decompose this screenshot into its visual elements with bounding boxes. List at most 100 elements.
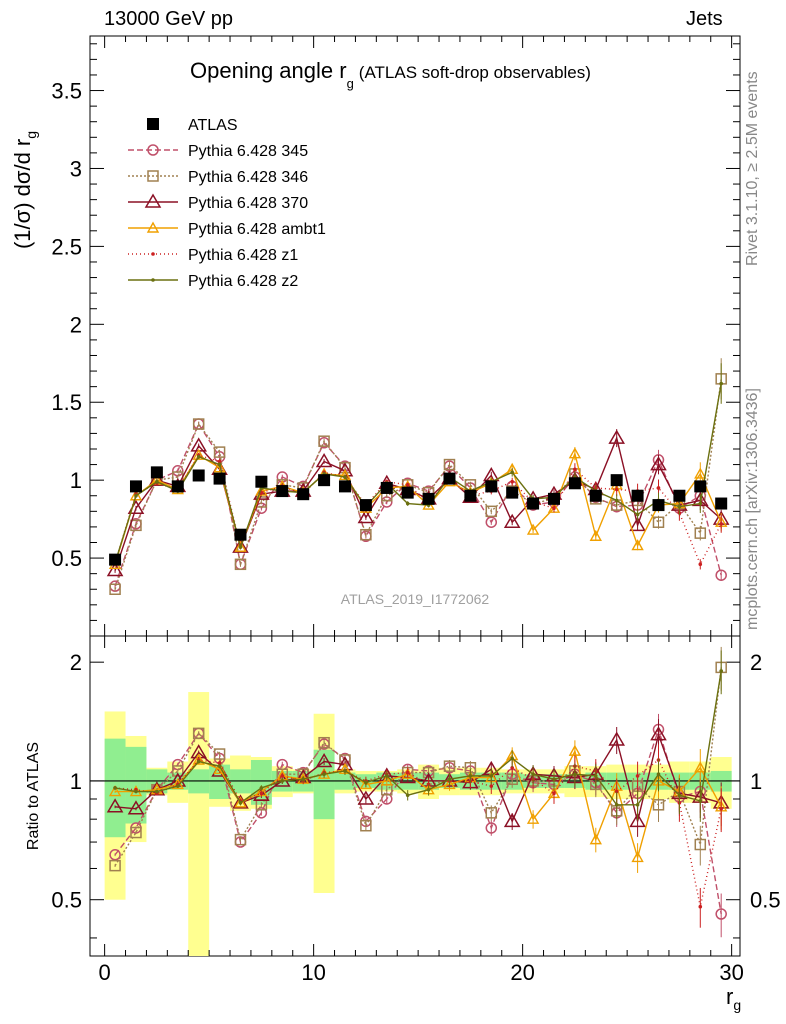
ratio-point-pythia-6-428-z2-23 bbox=[593, 774, 598, 778]
main-point-pythia-6-428-z2-27 bbox=[677, 504, 682, 509]
ratio-point-pythia-6-428-z2-7 bbox=[259, 786, 264, 790]
analysis-watermark: ATLAS_2019_I1772062 bbox=[341, 591, 490, 607]
ratio-point-pythia-6-428-ambt1-25 bbox=[631, 850, 644, 863]
ratio-point-pythia-6-428-z1-7 bbox=[259, 791, 264, 796]
main-point-pythia-6-428-ambt1-28 bbox=[694, 467, 707, 479]
ratio-point-pythia-6-428-346-10 bbox=[318, 736, 330, 749]
ratio-point-pythia-6-428-z2-12 bbox=[364, 780, 368, 785]
ratio-point-pythia-6-428-z2-2 bbox=[155, 789, 159, 794]
ratio-point-pythia-6-428-346-3 bbox=[172, 765, 184, 777]
main-point-atlas-21 bbox=[547, 492, 560, 505]
header-right-label: Jets bbox=[686, 8, 723, 30]
main-point-pythia-6-428-346-16 bbox=[443, 458, 456, 471]
ratio-point-pythia-6-428-z2-5 bbox=[217, 764, 222, 768]
main-y-tick-label-1: 1 bbox=[70, 468, 82, 493]
ratio-point-pythia-6-428-346-18 bbox=[485, 807, 498, 819]
ratio-point-pythia-6-428-z1-18 bbox=[489, 784, 494, 788]
ratio-point-pythia-6-428-z1-19 bbox=[510, 765, 514, 770]
ratio-point-pythia-6-428-z1-29 bbox=[719, 806, 723, 811]
ratio-point-pythia-6-428-370-0 bbox=[106, 798, 124, 813]
main-point-pythia-6-428-z2-25 bbox=[635, 512, 640, 517]
legend-label-pythia-6-428-ambt1: Pythia 6.428 ambt1 bbox=[188, 221, 326, 238]
ratio-point-pythia-6-428-z2-11 bbox=[343, 769, 347, 773]
main-point-pythia-6-428-370-12 bbox=[357, 509, 375, 524]
ratio-point-pythia-6-428-z1-25 bbox=[635, 774, 640, 778]
chart-title-subscript: g bbox=[347, 76, 354, 91]
ratio-point-pythia-6-428-z2-27 bbox=[677, 793, 682, 798]
ratio-point-pythia-6-428-z2-6 bbox=[238, 801, 243, 805]
main-point-atlas-13 bbox=[380, 481, 393, 494]
ratio-point-pythia-6-428-z2-8 bbox=[280, 779, 285, 783]
main-point-pythia-6-428-z1-22 bbox=[573, 467, 577, 472]
ratio-point-pythia-6-428-z2-16 bbox=[447, 777, 452, 782]
main-point-pythia-6-428-346-0 bbox=[109, 583, 121, 595]
legend: ATLAS Pythia 6.428 345 Pythia 6.428 346 Pyt… bbox=[128, 117, 326, 290]
legend-marker-pythia-6-428-370 bbox=[144, 193, 162, 208]
main-point-pythia-6-428-370-10 bbox=[315, 452, 333, 468]
ratio-point-pythia-6-428-370-4 bbox=[190, 744, 207, 759]
ratio-point-pythia-6-428-z2-0 bbox=[113, 786, 117, 790]
legend-marker-pythia-6-428-z2 bbox=[151, 278, 155, 282]
main-point-pythia-6-428-ambt1-23 bbox=[589, 529, 602, 541]
main-point-atlas-14 bbox=[401, 486, 414, 499]
ratio-y-tick-label-left-2: 2 bbox=[70, 650, 82, 675]
ratio-point-pythia-6-428-z1-8 bbox=[280, 774, 285, 778]
legend-marker-atlas bbox=[147, 118, 159, 130]
data-series bbox=[106, 358, 730, 938]
main-point-atlas-1 bbox=[129, 480, 142, 493]
x-tick-label-30: 30 bbox=[719, 960, 743, 985]
ratio-point-pythia-6-428-ambt1-13 bbox=[380, 774, 393, 786]
ratio-point-pythia-6-428-345-7 bbox=[255, 807, 268, 819]
main-point-pythia-6-428-346-5 bbox=[213, 446, 226, 458]
main-point-pythia-6-428-z2-24 bbox=[614, 498, 619, 503]
main-point-pythia-6-428-z2-4 bbox=[196, 454, 201, 459]
main-point-atlas-11 bbox=[338, 480, 351, 493]
ratio-point-pythia-6-428-z2-9 bbox=[301, 777, 305, 782]
ratio-point-pythia-6-428-z2-29 bbox=[719, 669, 723, 673]
main-point-pythia-6-428-370-6 bbox=[232, 538, 249, 553]
chart-title: Opening angle rg(ATLAS soft-drop observa… bbox=[190, 58, 591, 91]
main-point-pythia-6-428-345-18 bbox=[485, 516, 498, 528]
main-point-atlas-12 bbox=[359, 499, 372, 512]
ratio-point-pythia-6-428-346-26 bbox=[652, 799, 665, 811]
ratio-point-pythia-6-428-z2-19 bbox=[510, 756, 514, 761]
ratio-y-tick-label-right-0.5: 0.5 bbox=[750, 888, 781, 913]
ratio-point-pythia-6-428-z1-21 bbox=[552, 791, 556, 796]
main-point-atlas-26 bbox=[652, 499, 665, 512]
ratio-point-pythia-6-428-z1-5 bbox=[217, 761, 222, 765]
main-point-pythia-6-428-z1-19 bbox=[510, 479, 514, 484]
main-point-pythia-6-428-z2-14 bbox=[405, 501, 410, 506]
main-point-atlas-23 bbox=[589, 489, 602, 502]
main-point-atlas-18 bbox=[485, 480, 498, 493]
ratio-line-pythia-6-428-z2 bbox=[114, 670, 722, 806]
x-axis-label-subscript: g bbox=[733, 997, 741, 1013]
main-point-pythia-6-428-z1-24 bbox=[614, 487, 619, 492]
ratio-point-pythia-6-428-z2-10 bbox=[322, 772, 326, 777]
main-point-atlas-9 bbox=[297, 488, 310, 501]
main-point-atlas-24 bbox=[610, 474, 623, 487]
ratio-point-pythia-6-428-ambt1-16 bbox=[443, 777, 456, 790]
ratio-point-pythia-6-428-z2-15 bbox=[426, 787, 431, 792]
x-tick-label-10: 10 bbox=[301, 960, 325, 985]
main-point-pythia-6-428-ambt1-5 bbox=[213, 461, 226, 473]
ratio-point-pythia-6-428-370-25 bbox=[629, 812, 646, 828]
legend-marker-pythia-6-428-346 bbox=[147, 170, 159, 182]
ratio-point-pythia-6-428-370-10 bbox=[315, 753, 333, 768]
ratio-point-pythia-6-428-346-1 bbox=[130, 826, 142, 839]
main-point-pythia-6-428-z2-5 bbox=[217, 462, 222, 467]
ratio-point-pythia-6-428-370-12 bbox=[357, 790, 375, 805]
main-point-atlas-6 bbox=[234, 528, 247, 541]
x-axis-label: rg bbox=[726, 984, 741, 1013]
legend-marker-pythia-6-428-345 bbox=[147, 144, 159, 156]
main-y-tick-label-1.5: 1.5 bbox=[51, 390, 82, 415]
ratio-point-pythia-6-428-ambt1-28 bbox=[694, 761, 707, 773]
main-point-pythia-6-428-z2-1 bbox=[134, 493, 138, 498]
main-point-pythia-6-428-370-0 bbox=[106, 562, 124, 577]
main-point-pythia-6-428-370-19 bbox=[503, 513, 521, 528]
ratio-point-pythia-6-428-ambt1-23 bbox=[589, 833, 602, 845]
main-point-pythia-6-428-ambt1-7 bbox=[255, 484, 268, 496]
ratio-point-pythia-6-428-z1-14 bbox=[405, 770, 410, 775]
main-point-pythia-6-428-z1-21 bbox=[552, 506, 556, 511]
main-y-tick-label-2.5: 2.5 bbox=[51, 234, 82, 259]
ratio-y-tick-label-right-1: 1 bbox=[750, 769, 762, 794]
